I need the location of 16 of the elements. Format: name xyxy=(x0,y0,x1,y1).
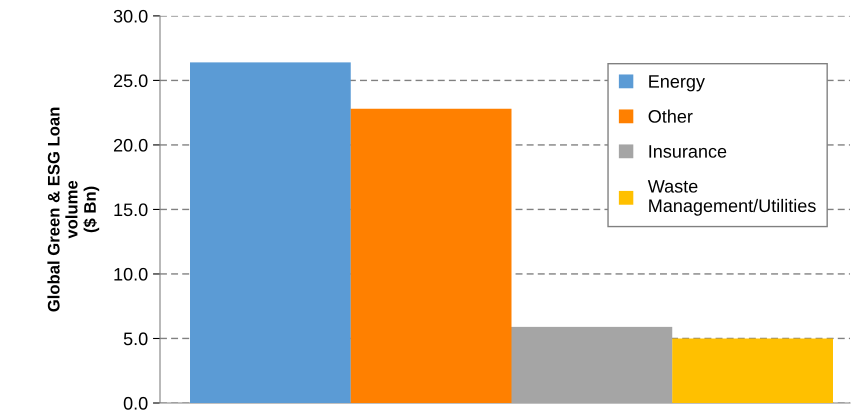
y-tick-label: 10.0 xyxy=(114,268,148,281)
legend-label: Insurance xyxy=(649,145,726,158)
y-tick-label: 15.0 xyxy=(114,203,148,216)
bar xyxy=(350,108,512,403)
y-tick-label: 25.0 xyxy=(114,74,148,88)
y-tick-label: 20.0 xyxy=(114,138,148,152)
y-tick-label: 0.0 xyxy=(124,396,148,410)
y-axis-title: Global Green & ESG Loan volume ($ Bn) xyxy=(47,108,100,312)
legend-label: Waste Management/Utilities xyxy=(648,180,816,216)
y-tick-label: 5.0 xyxy=(124,332,148,346)
legend-label: Other xyxy=(648,110,693,123)
legend-label: Energy xyxy=(649,75,705,92)
bar xyxy=(672,338,833,403)
bar xyxy=(512,326,672,403)
y-tick-label: 30.0 xyxy=(114,10,148,23)
bar xyxy=(190,62,351,403)
